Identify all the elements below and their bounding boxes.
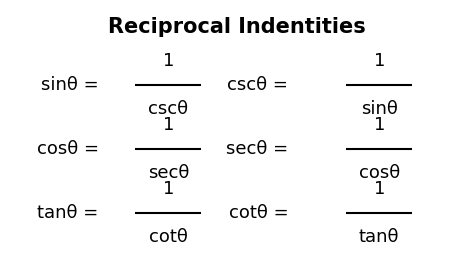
Text: 1: 1 [163, 180, 174, 198]
Text: 1: 1 [374, 116, 385, 134]
Text: secθ: secθ [147, 164, 189, 182]
Text: tanθ =: tanθ = [37, 204, 104, 222]
Text: cscθ: cscθ [148, 100, 188, 118]
Text: 1: 1 [374, 180, 385, 198]
Text: sinθ: sinθ [361, 100, 398, 118]
Text: 1: 1 [374, 52, 385, 70]
Text: sinθ =: sinθ = [41, 76, 104, 94]
Text: 1: 1 [163, 52, 174, 70]
Text: tanθ: tanθ [359, 228, 400, 246]
Text: cotθ: cotθ [149, 228, 188, 246]
Text: cosθ =: cosθ = [36, 140, 104, 158]
Text: cosθ: cosθ [358, 164, 400, 182]
Text: secθ =: secθ = [226, 140, 294, 158]
Text: cotθ =: cotθ = [228, 204, 294, 222]
Text: 1: 1 [163, 116, 174, 134]
Text: Reciprocal Indentities: Reciprocal Indentities [108, 16, 366, 37]
Text: cscθ =: cscθ = [227, 76, 294, 94]
